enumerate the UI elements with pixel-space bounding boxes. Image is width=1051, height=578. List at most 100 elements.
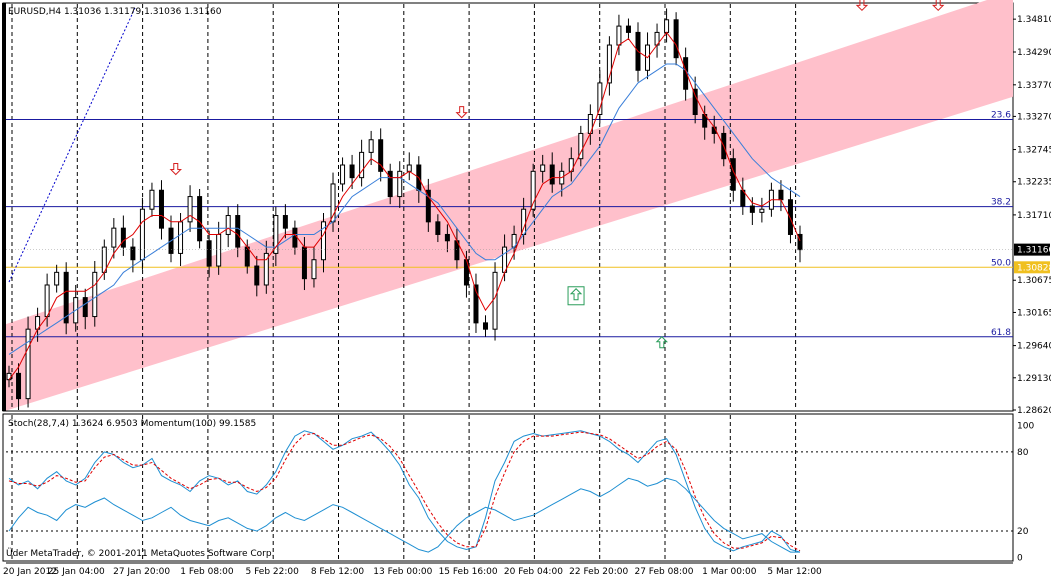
fib-level-label: 50.0 (991, 258, 1011, 268)
price-tick-label: 1.28620 (1017, 406, 1051, 416)
candle-body (301, 246, 307, 280)
candle-body (425, 189, 431, 223)
indicator-tick-label: 80 (1017, 448, 1029, 458)
current-price-label: 1.31160 (1017, 246, 1051, 256)
price-tick-label: 1.33770 (1017, 81, 1051, 91)
candle-body (549, 164, 555, 185)
candle-body (349, 164, 355, 179)
candle-body (406, 164, 412, 172)
candle-body (492, 271, 498, 330)
candle-body (540, 164, 546, 172)
fib-price-tag (1014, 261, 1050, 274)
price-tags: 1.31160 1.30828 (6, 243, 1051, 274)
time-axis-label: 25 Jan 04:00 (48, 567, 105, 577)
indicator-tick-label: 20 (1017, 527, 1029, 537)
candle-body (368, 139, 374, 153)
indicator-axis: 100 80 20 0 (1017, 422, 1034, 564)
blue-moving-average (8, 63, 801, 355)
regression-channel (6, 0, 1013, 411)
fib-level-label: 23.6 (991, 111, 1011, 121)
candle-body (92, 271, 98, 318)
momentum-line (8, 477, 800, 553)
left-edge-bar (2, 3, 6, 411)
candle-body (187, 196, 193, 223)
time-axis-label: 1 Mar 00:00 (702, 567, 757, 577)
time-axis-label: 22 Feb 20:00 (569, 567, 628, 577)
candle-body (606, 44, 612, 84)
time-axis-label: 8 Feb 12:00 (311, 567, 365, 577)
candle-body (178, 221, 184, 254)
price-axis: 1.34810 1.34290 1.33770 1.33270 1.32745 1.322… (1013, 15, 1051, 416)
candle-body (473, 284, 479, 324)
candle-body (54, 271, 60, 286)
time-axis-label: 13 Feb 00:00 (373, 567, 432, 577)
time-axis-label: 27 Feb 08:00 (634, 567, 693, 577)
candle-body (387, 170, 393, 198)
price-tick-label: 1.33270 (1017, 112, 1051, 122)
candle-body (749, 205, 755, 213)
indicator-title: Stoch(28,7,4) 1.3624 6.9503 Momentum(100… (8, 419, 256, 429)
candle-body (16, 372, 22, 400)
down-fractal-arrow (455, 106, 468, 119)
candle-body (82, 297, 88, 318)
candle-body (282, 215, 288, 229)
candle-body (263, 252, 269, 286)
candle-body (597, 82, 603, 115)
price-tick-label: 1.32235 (1017, 178, 1051, 188)
price-tick-label: 1.34290 (1017, 48, 1051, 58)
candle-body (225, 215, 231, 235)
indicator-tick-label: 0 (1017, 553, 1023, 563)
candle-body (359, 151, 365, 179)
chart-title: EURUSD,H4 1.31036 1.31179 1.31036 1.3116… (8, 7, 222, 17)
down-fractal-arrow (855, 0, 869, 12)
fib-price-label: 1.30828 (1017, 263, 1051, 273)
candle-body (6, 372, 12, 381)
indicator-tick-label: 100 (1017, 422, 1034, 432)
candle-body (130, 246, 136, 261)
candle-body (397, 170, 403, 198)
candle-body (787, 199, 793, 235)
candle-body (444, 233, 450, 242)
candle-body (778, 189, 784, 201)
candle-body (378, 139, 384, 172)
time-axis-label: 20 Feb 04:00 (504, 567, 563, 577)
candle-body (63, 271, 69, 324)
candle-body (625, 25, 631, 33)
time-axis-label: 20 Jan 2012 (3, 567, 57, 577)
candle-body (759, 208, 765, 213)
red-moving-average (8, 31, 801, 381)
price-tick-label: 1.31710 (1017, 211, 1051, 221)
candle-body (158, 189, 164, 229)
time-axis-label: 5 Mar 12:00 (767, 567, 822, 577)
candle-body (692, 88, 698, 115)
candle-body (292, 227, 298, 248)
time-axis-label: 27 Jan 20:00 (113, 567, 170, 577)
candle-body (273, 215, 279, 254)
candle-body (139, 208, 145, 261)
candle-body (206, 240, 212, 267)
candle-body (340, 164, 346, 185)
time-axis-label: 5 Feb 22:00 (246, 567, 300, 577)
candle-body (244, 246, 250, 267)
candle-body (664, 19, 670, 33)
candle-body (149, 189, 155, 210)
candle-body (311, 259, 317, 280)
up-fractal-arrow (655, 336, 669, 349)
price-tick-label: 1.34810 (1017, 15, 1051, 25)
price-tick-label: 1.29640 (1017, 342, 1051, 352)
candle-body (673, 19, 679, 59)
time-axis-label: 15 Feb 16:00 (439, 567, 498, 577)
down-fractal-arrow (931, 0, 945, 12)
time-axis-label: 1 Feb 08:00 (180, 567, 234, 577)
fibonacci-levels: 23.6 38.2 50.0 61.8 (6, 111, 1013, 338)
candle-body (435, 221, 441, 235)
copyright-text: Üder MetaTrader, © 2001-2011 MetaQuotes … (6, 548, 274, 559)
fib-level-label: 61.8 (991, 328, 1011, 338)
candle-body (197, 196, 203, 242)
fib-level-label: 38.2 (991, 198, 1011, 208)
candle-body (530, 170, 536, 210)
price-tick-label: 1.30675 (1017, 276, 1051, 286)
candle-body (25, 328, 31, 400)
